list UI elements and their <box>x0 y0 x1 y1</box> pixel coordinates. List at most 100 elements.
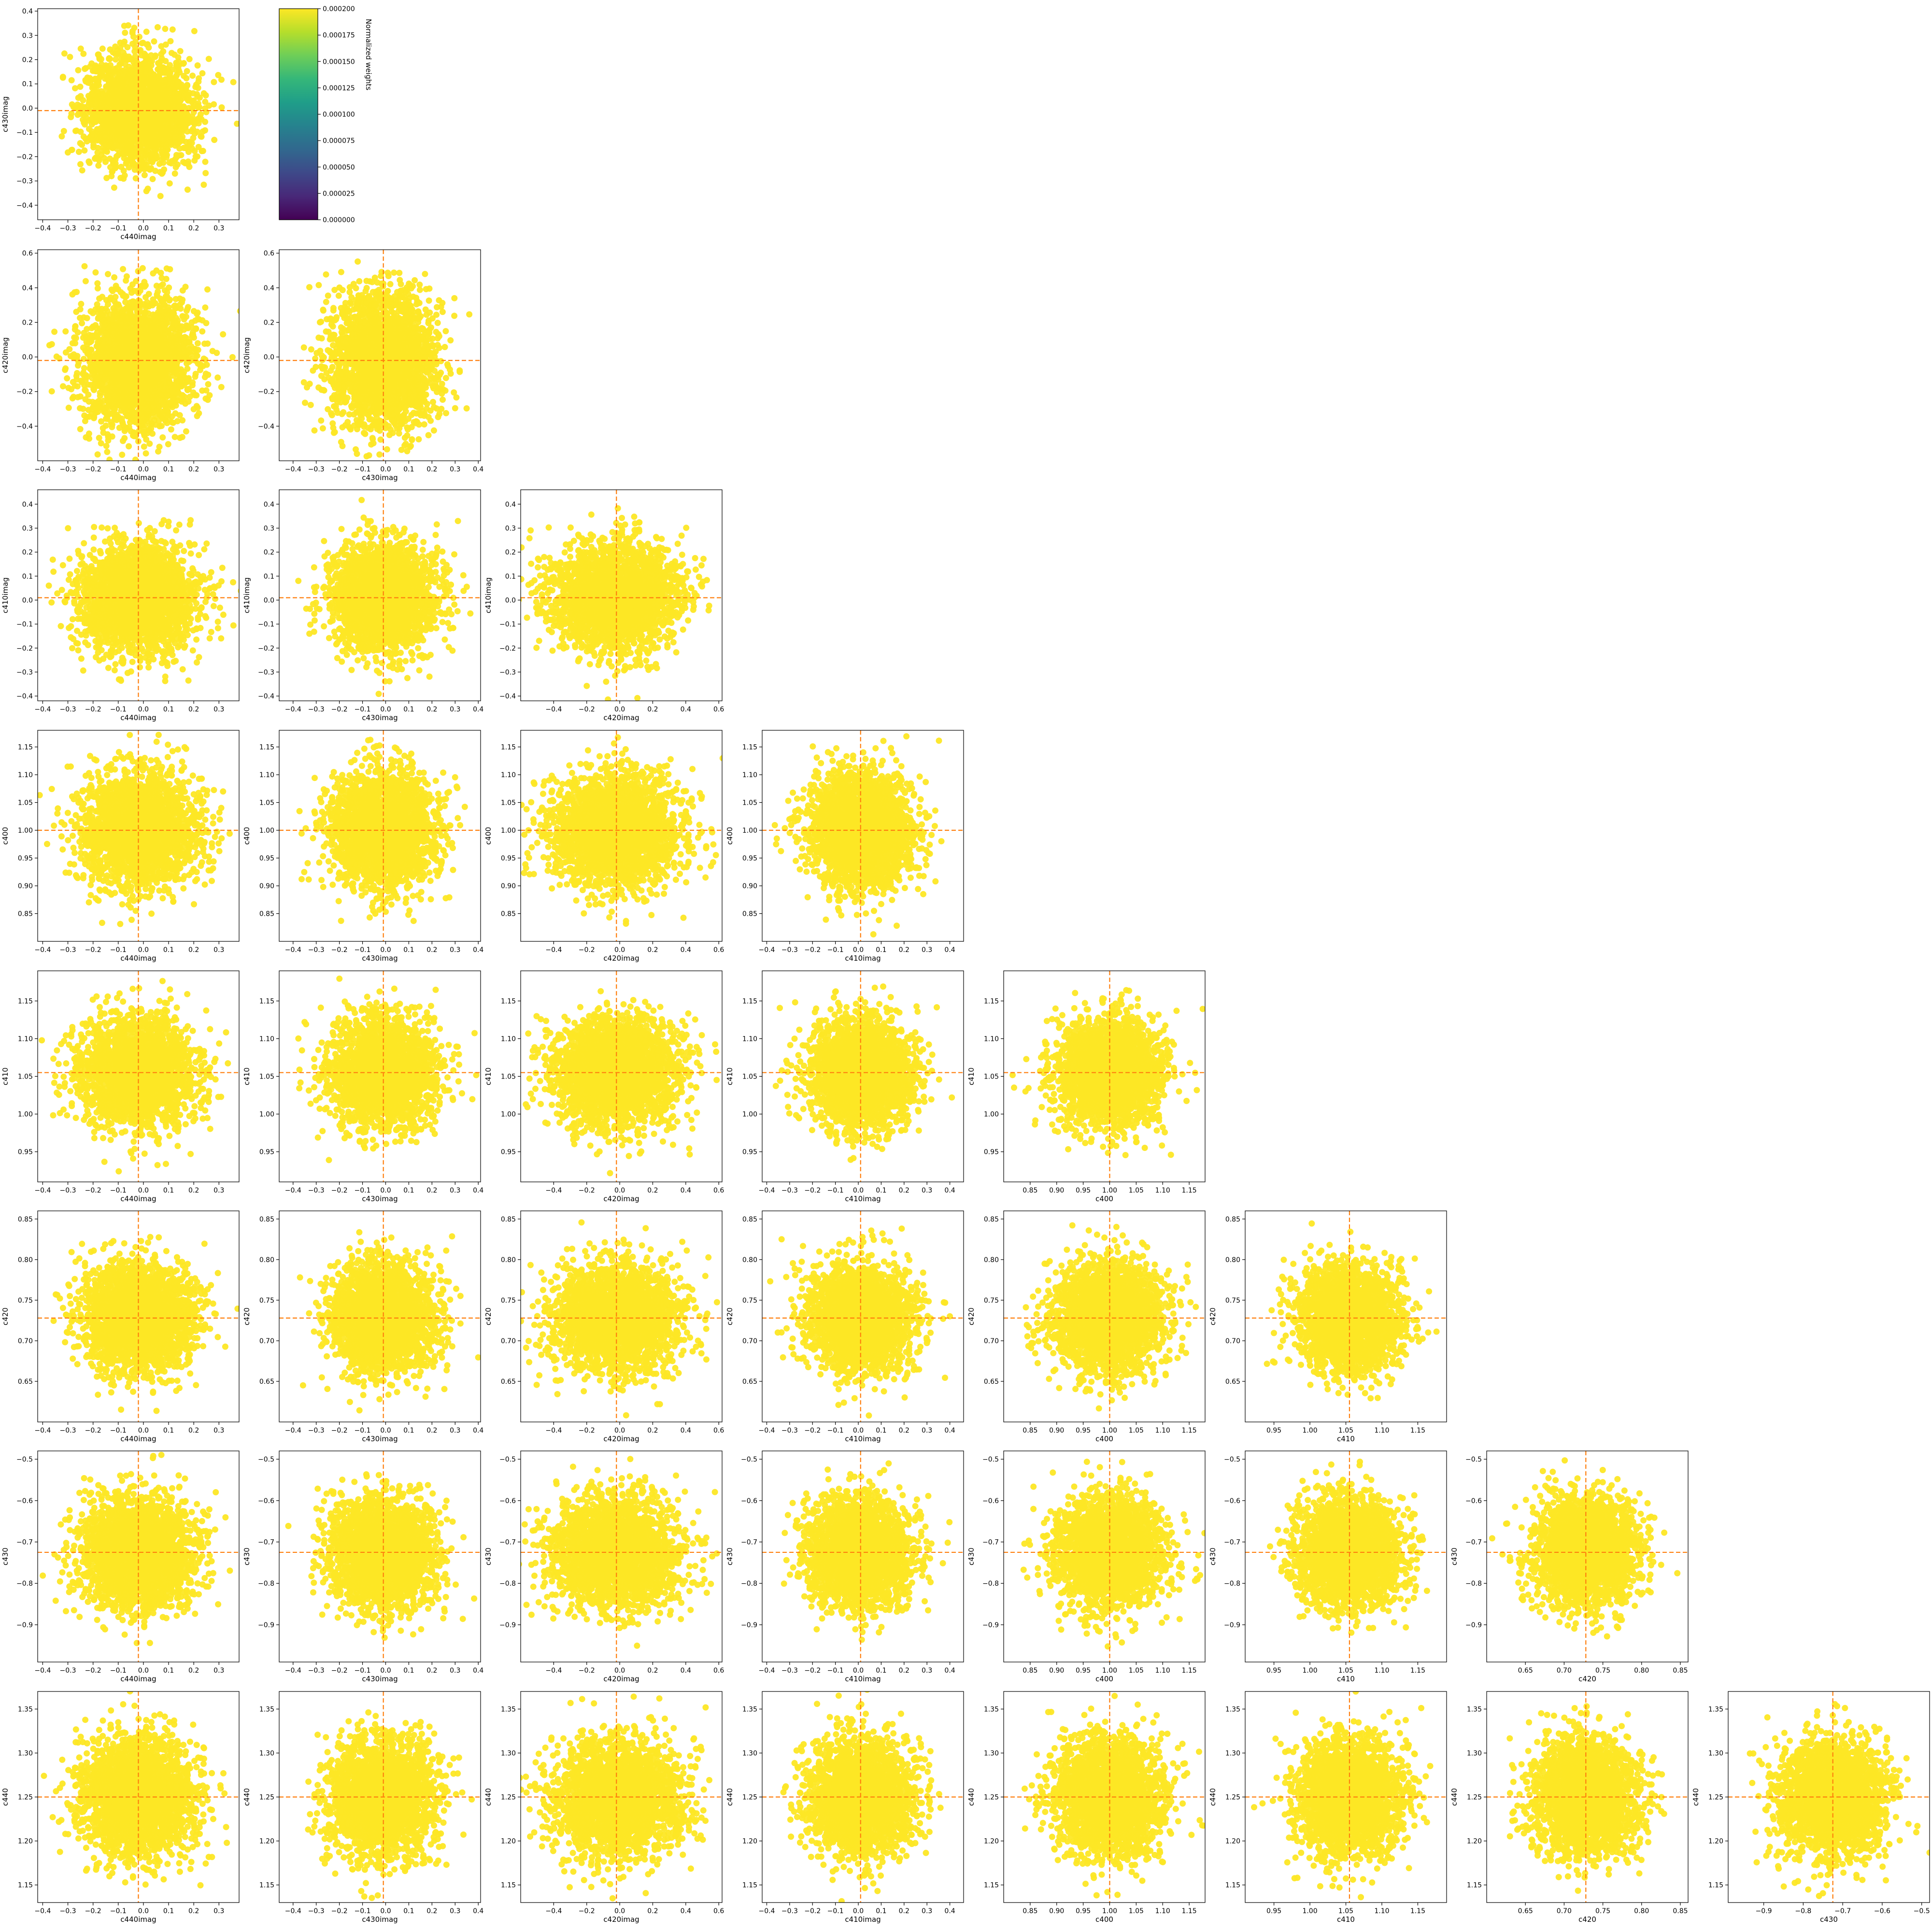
data-point <box>123 277 129 284</box>
data-point <box>177 136 184 142</box>
data-point <box>124 44 130 50</box>
data-point <box>83 387 89 394</box>
data-point <box>157 102 164 108</box>
data-point <box>148 158 154 165</box>
data-point <box>77 306 84 313</box>
data-point <box>202 304 208 311</box>
data-point <box>100 92 107 98</box>
data-point <box>69 101 75 108</box>
data-point <box>168 38 174 44</box>
data-point <box>72 85 78 91</box>
data-point <box>220 331 226 338</box>
data-point <box>123 126 129 132</box>
data-point <box>77 140 84 146</box>
data-point <box>116 61 123 68</box>
data-point <box>115 131 121 137</box>
data-point <box>89 137 95 143</box>
data-point <box>120 49 127 56</box>
data-point <box>134 310 141 316</box>
data-point <box>206 56 212 62</box>
data-point <box>156 76 163 82</box>
data-point <box>182 160 188 166</box>
x-tick-label: 0.1 <box>163 225 174 232</box>
data-point <box>151 417 157 424</box>
data-point <box>192 84 199 90</box>
data-point <box>95 451 101 457</box>
data-point <box>136 117 142 123</box>
data-point <box>96 51 102 57</box>
data-point <box>164 113 170 119</box>
data-point <box>94 342 100 349</box>
data-point <box>150 297 156 303</box>
y-tick-label: −0.2 <box>16 153 33 161</box>
data-point <box>129 410 136 416</box>
data-point <box>188 128 195 134</box>
data-point <box>181 316 187 323</box>
data-point <box>159 138 166 144</box>
data-point <box>51 328 57 335</box>
data-point <box>126 54 132 60</box>
data-point <box>81 147 87 154</box>
data-point <box>91 84 97 90</box>
data-point <box>112 314 118 320</box>
data-point <box>75 67 81 73</box>
data-point <box>116 78 123 85</box>
data-point <box>159 275 165 281</box>
data-point <box>199 328 205 335</box>
data-point <box>178 384 185 390</box>
data-point <box>184 68 190 74</box>
data-point <box>159 156 165 163</box>
data-point <box>189 145 195 152</box>
data-point <box>108 115 114 122</box>
data-point <box>149 151 155 157</box>
data-point <box>202 99 208 105</box>
x-tick-label: −0.3 <box>60 225 76 232</box>
data-point <box>144 42 150 48</box>
y-tick-label: 0.2 <box>22 56 33 64</box>
data-point <box>98 440 104 446</box>
data-point <box>84 315 90 321</box>
data-point <box>195 79 201 85</box>
data-point <box>101 155 107 161</box>
data-point <box>194 102 200 109</box>
data-point <box>113 294 119 300</box>
data-point <box>70 379 76 385</box>
data-point <box>136 136 142 142</box>
data-point <box>49 388 55 395</box>
data-point <box>184 121 190 128</box>
y-tick-label: −0.1 <box>16 129 33 137</box>
data-point <box>196 410 202 416</box>
data-point <box>172 170 178 177</box>
data-point <box>202 159 209 165</box>
data-point <box>88 116 94 122</box>
data-point <box>92 270 99 276</box>
data-point <box>61 50 68 57</box>
data-point <box>78 301 84 307</box>
data-point <box>202 127 208 133</box>
data-point <box>170 27 176 33</box>
x-tick-label: 0.0 <box>138 225 149 232</box>
data-point <box>131 130 137 136</box>
data-point <box>94 65 100 71</box>
data-point <box>180 287 186 294</box>
data-point <box>61 128 67 134</box>
data-point <box>195 347 201 353</box>
data-point <box>139 159 145 166</box>
data-point <box>206 392 213 398</box>
data-point <box>185 95 191 101</box>
data-point <box>118 137 124 143</box>
x-tick-label: −0.2 <box>85 225 101 232</box>
data-point <box>189 72 196 79</box>
data-point <box>82 263 88 270</box>
data-point <box>82 121 88 128</box>
data-point <box>205 372 211 378</box>
data-point <box>177 435 183 441</box>
data-point <box>146 103 152 109</box>
data-point <box>103 175 110 181</box>
data-point <box>229 354 236 360</box>
data-point <box>185 186 191 193</box>
y-tick-label: −0.3 <box>16 178 33 185</box>
data-point <box>66 405 72 411</box>
data-point <box>164 265 170 271</box>
data-point <box>173 152 180 158</box>
